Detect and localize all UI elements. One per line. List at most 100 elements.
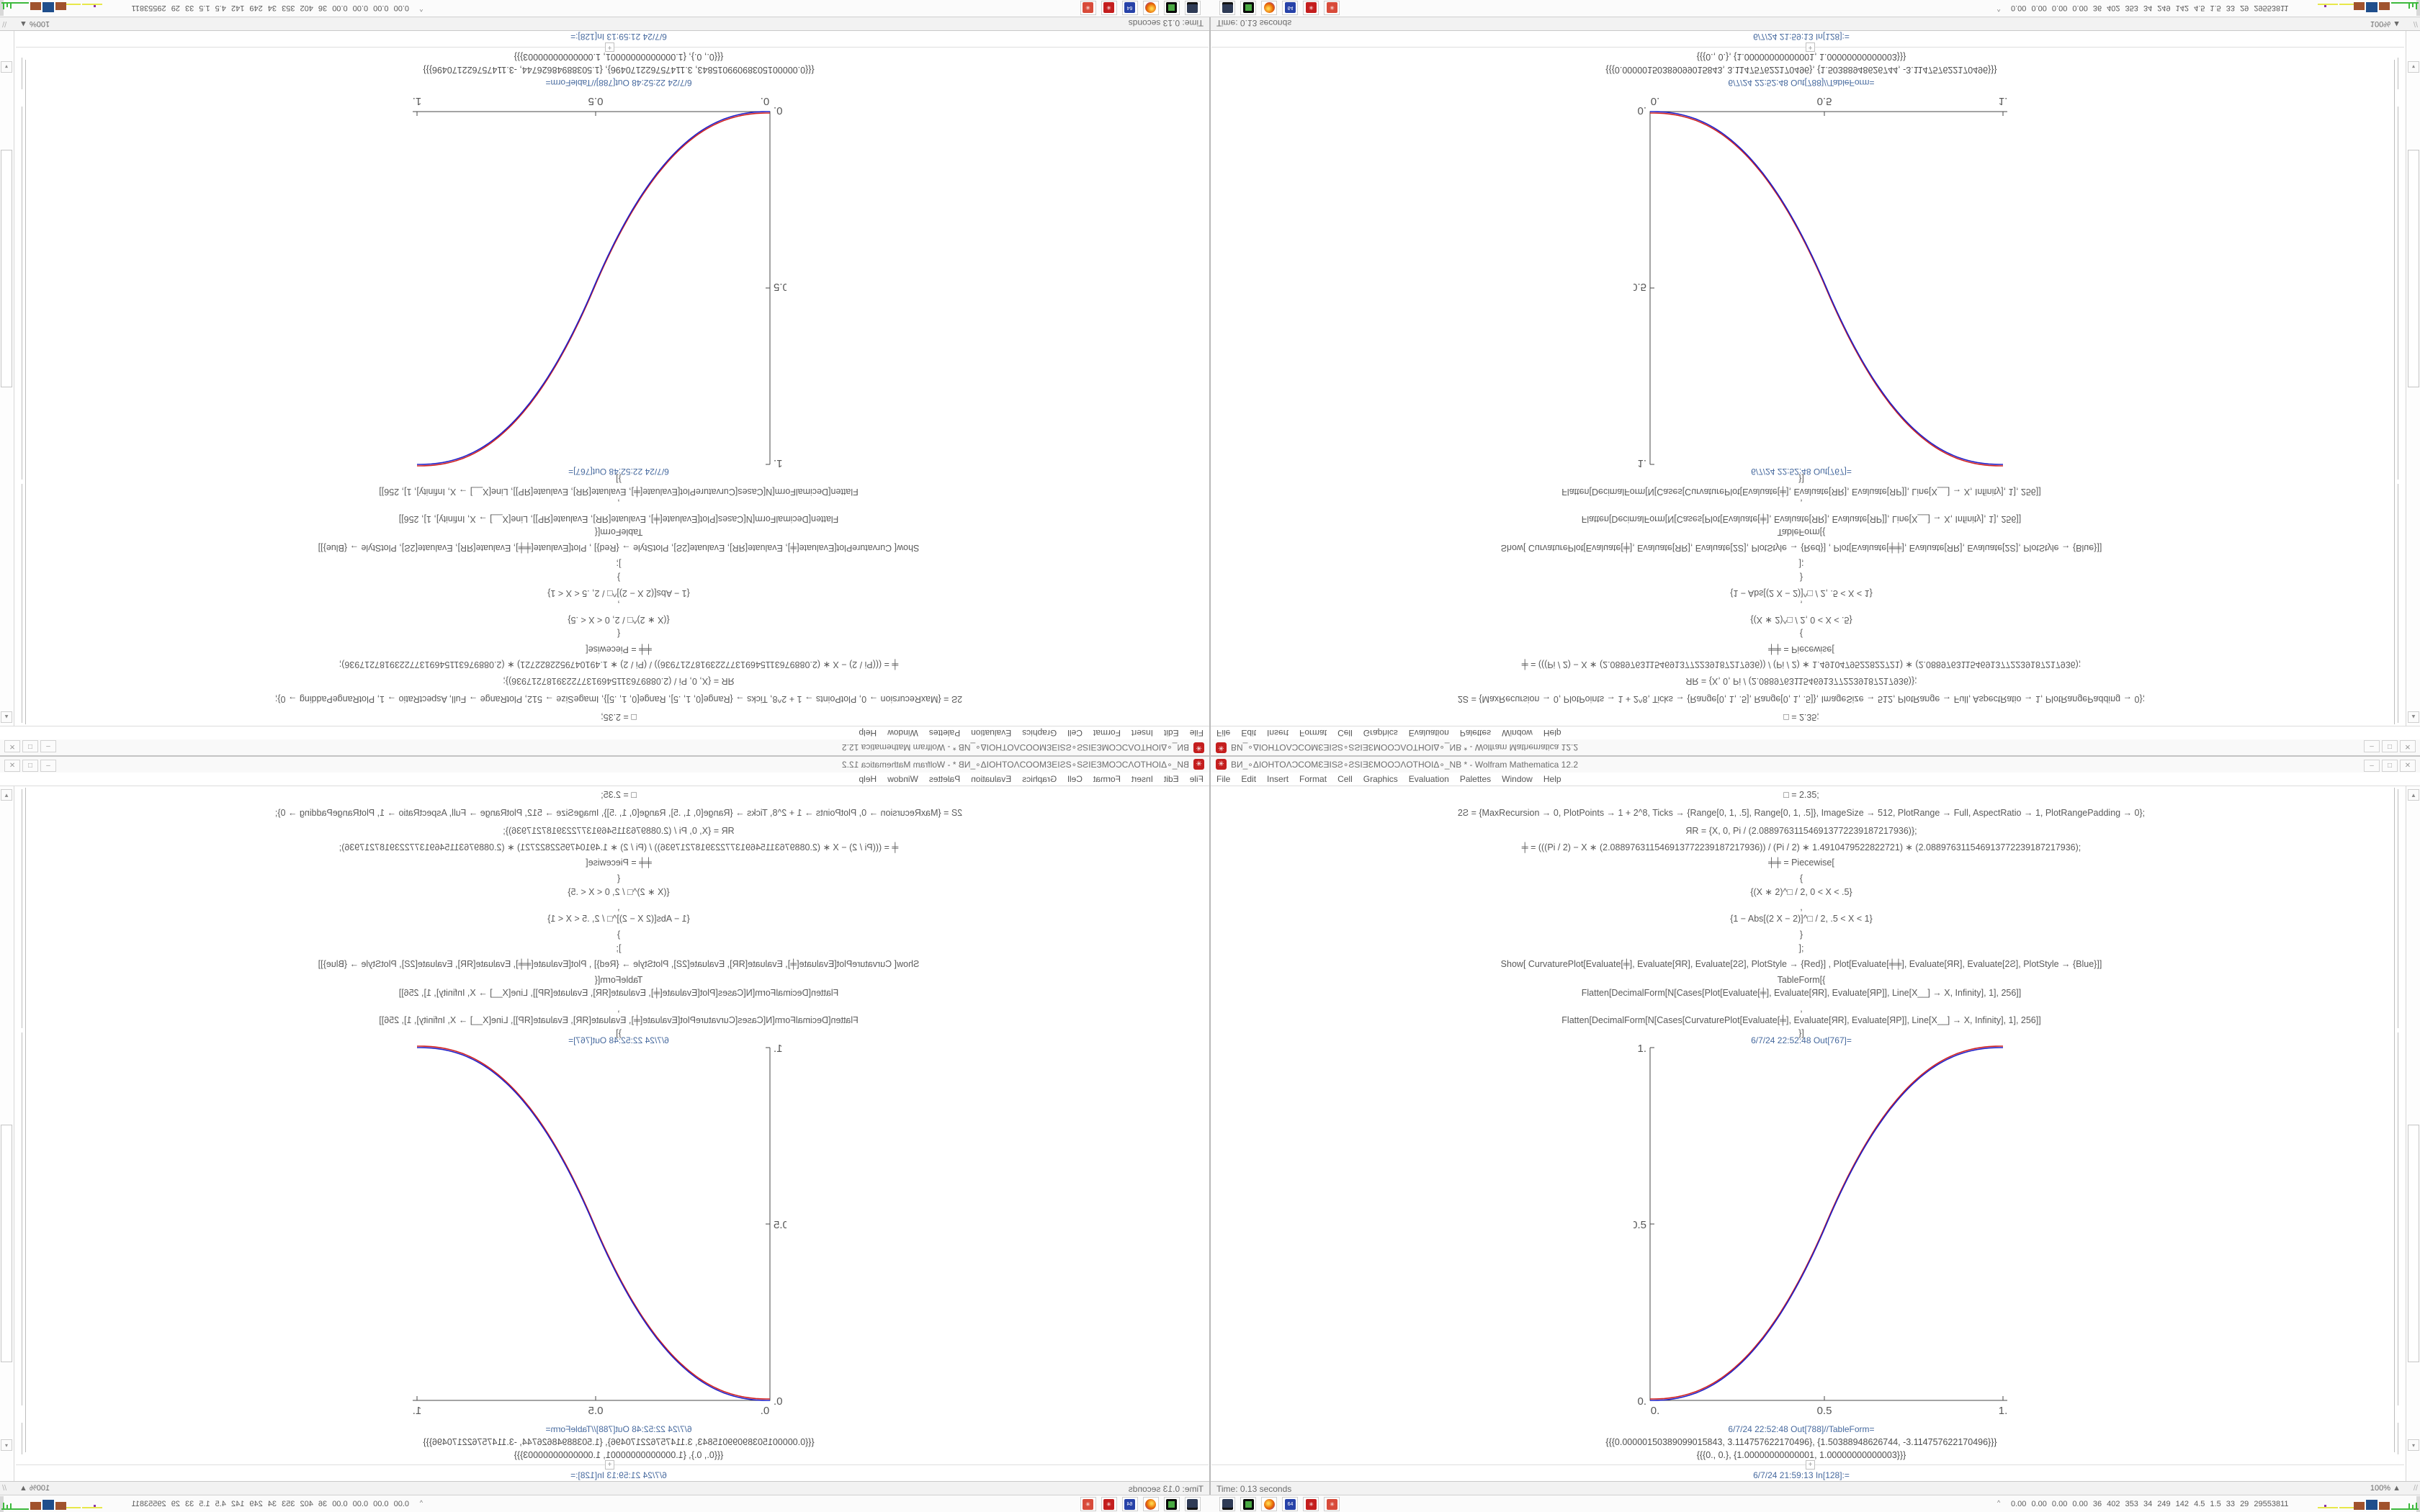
mathematica-alt-icon[interactable]: ✳ — [1080, 1, 1096, 15]
code-line[interactable]: ЯR = {X, 0, Pi / (2.08897631154691377223… — [503, 826, 735, 836]
window-titlebar[interactable]: ✳ ВИ_∘ΔIOHTOΛƆCOMƐƎIЅƧ∘ƧЅIƎƐMOOƆΛOTHOIΔ∘… — [1211, 739, 2420, 755]
code-line[interactable]: ЯR = {X, 0, Pi / (2.08897631154691377223… — [503, 676, 735, 686]
code-line[interactable]: ╪╪ = Piecewise[ — [586, 644, 652, 654]
zoom-up-icon[interactable]: ▲ — [19, 1484, 27, 1493]
code-line[interactable]: Show[ CurvaturePlot[Evaluate[╪], Evaluat… — [318, 543, 920, 553]
code-line[interactable]: Flatten[DecimalForm[N[Cases[Plot[Evaluat… — [1581, 988, 2022, 998]
code-line[interactable]: Show[ CurvaturePlot[Evaluate[╪], Evaluat… — [1500, 959, 2102, 969]
code-line[interactable]: ЯR = {X, 0, Pi / (2.08897631154691377223… — [1685, 676, 1917, 686]
scroll-down-icon[interactable]: ▾ — [1, 1439, 12, 1451]
zoom-up-icon[interactable]: ▲ — [2393, 19, 2401, 28]
package-manager-icon[interactable] — [1164, 1497, 1180, 1511]
code-line[interactable]: { — [1799, 629, 1803, 639]
code-line[interactable]: {(X ∗ 2)^□ / 2, 0 < X < .5} — [568, 615, 670, 625]
code-line[interactable]: { — [617, 629, 621, 639]
menu-item[interactable]: Window — [1502, 728, 1533, 738]
insert-cell-plus-icon[interactable]: + — [1806, 42, 1815, 52]
menu-item[interactable]: File — [1216, 728, 1231, 738]
menu-item[interactable]: Help — [1543, 728, 1561, 738]
vertical-scrollbar[interactable]: ▲ ▾ — [2406, 30, 2420, 726]
tray-expander-icon[interactable]: ^ — [1997, 6, 2001, 13]
menu-item[interactable]: File — [1189, 728, 1204, 738]
menu-item[interactable]: Window — [1502, 774, 1533, 784]
close-button[interactable]: ✕ — [2400, 760, 2416, 772]
insert-cell-plus-icon[interactable]: + — [605, 42, 614, 52]
code-line[interactable]: , — [1800, 498, 1803, 508]
firefox-icon[interactable] — [1261, 1, 1277, 15]
code-line[interactable]: TableForm[{ — [1777, 975, 1826, 985]
code-line[interactable]: } — [1799, 572, 1803, 582]
scroll-down-icon[interactable]: ▾ — [2408, 61, 2419, 73]
screenshot-tool-icon[interactable] — [1185, 1497, 1201, 1511]
window-titlebar[interactable]: ✳ ВИ_∘ΔIOHTOΛƆCOMƐƎIЅƧ∘ƧЅIƎƐMOOƆΛOTHOIΔ∘… — [1211, 757, 2420, 773]
magnification-control[interactable]: 100% ▲ — [19, 1484, 50, 1493]
code-line[interactable]: , — [1800, 600, 1803, 610]
menu-item[interactable]: Graphics — [1022, 728, 1057, 738]
code-line[interactable]: { — [617, 873, 621, 883]
package-manager-icon[interactable] — [1240, 1497, 1256, 1511]
close-button[interactable]: ✕ — [2400, 740, 2416, 752]
scrollbar-thumb[interactable] — [2408, 150, 2419, 387]
screenshot-tool-icon[interactable] — [1219, 1497, 1235, 1511]
menu-item[interactable]: Format — [1299, 728, 1327, 738]
code-line[interactable]: ╪ = (((Pi / 2) − X ∗ (2.0889763115469137… — [339, 660, 899, 670]
code-line[interactable]: TableForm[{ — [594, 527, 643, 537]
close-button[interactable]: ✕ — [4, 760, 20, 772]
menu-item[interactable]: Window — [887, 728, 918, 738]
code-line[interactable]: Show[ CurvaturePlot[Evaluate[╪], Evaluat… — [318, 959, 920, 969]
resize-grip[interactable]: // — [2, 1484, 7, 1493]
code-line[interactable]: {(X ∗ 2)^□ / 2, 0 < X < .5} — [1750, 887, 1852, 897]
code-line[interactable]: , — [617, 1004, 620, 1014]
vertical-scrollbar[interactable]: ▲ ▾ — [0, 786, 14, 1482]
maximize-button[interactable]: □ — [22, 760, 38, 772]
menu-item[interactable]: Palettes — [1459, 728, 1492, 738]
close-button[interactable]: ✕ — [4, 740, 20, 752]
resize-grip[interactable]: // — [2413, 19, 2418, 28]
cell-group-bracket[interactable] — [25, 788, 26, 1452]
maximize-button[interactable]: □ — [2382, 740, 2398, 752]
code-line[interactable]: {(X ∗ 2)^□ / 2, 0 < X < .5} — [1750, 615, 1852, 625]
code-line[interactable]: , — [617, 600, 620, 610]
window-titlebar[interactable]: ✳ ВИ_∘ΔIOHTOΛƆCOMƐƎIЅƧ∘ƧЅIƎƐMOOƆΛOTHOIΔ∘… — [0, 739, 1209, 755]
menu-item[interactable]: Graphics — [1022, 774, 1057, 784]
code-line[interactable]: { — [1799, 873, 1803, 883]
vertical-scrollbar[interactable]: ▲ ▾ — [0, 30, 14, 726]
cell-group-bracket[interactable] — [2394, 60, 2395, 724]
code-line[interactable]: ЯR = {X, 0, Pi / (2.08897631154691377223… — [1685, 826, 1917, 836]
magnification-control[interactable]: 100% ▲ — [19, 19, 50, 28]
menu-item[interactable]: Help — [859, 728, 877, 738]
menu-item[interactable]: Insert — [1267, 774, 1289, 784]
code-line[interactable]: Flatten[DecimalForm[N[Cases[CurvaturePlo… — [379, 487, 859, 497]
code-line[interactable]: } — [617, 930, 621, 940]
code-line[interactable]: Flatten[DecimalForm[N[Cases[CurvaturePlo… — [379, 1015, 859, 1025]
package-manager-icon[interactable] — [1240, 1, 1256, 15]
code-line[interactable]: 2Ƨ = {MaxRecursion → 0, PlotPoints → 1 +… — [1457, 694, 2146, 704]
menu-item[interactable]: Insert — [1131, 774, 1153, 784]
menu-item[interactable]: File — [1216, 774, 1231, 784]
code-line[interactable]: □ = 2.35; — [601, 790, 637, 800]
minimize-button[interactable]: – — [2364, 760, 2380, 772]
scroll-up-icon[interactable]: ▲ — [1, 711, 12, 723]
code-line[interactable]: □ = 2.35; — [1783, 712, 1819, 722]
vertical-scrollbar[interactable]: ▲ ▾ — [2406, 786, 2420, 1482]
menu-item[interactable]: Edit — [1163, 728, 1179, 738]
tray-expander-icon[interactable]: ^ — [1997, 1499, 2001, 1506]
code-line[interactable]: TableForm[{ — [1777, 527, 1826, 537]
screenshot-tool-icon[interactable] — [1185, 1, 1201, 15]
code-line[interactable]: 2Ƨ = {MaxRecursion → 0, PlotPoints → 1 +… — [274, 694, 963, 704]
notebook-content[interactable]: □ = 2.35; 2Ƨ = {MaxRecursion → 0, PlotPoi… — [0, 30, 1209, 726]
tray-expander-icon[interactable]: ^ — [419, 6, 423, 13]
minimize-button[interactable]: – — [40, 760, 56, 772]
insert-cell-plus-icon[interactable]: + — [605, 1460, 614, 1470]
menu-item[interactable]: Cell — [1337, 728, 1353, 738]
menu-item[interactable]: Edit — [1241, 728, 1257, 738]
floppy64-icon[interactable]: 64 — [1122, 1497, 1138, 1511]
firefox-icon[interactable] — [1143, 1497, 1159, 1511]
scroll-up-icon[interactable]: ▲ — [1, 789, 12, 801]
code-line[interactable]: 2Ƨ = {MaxRecursion → 0, PlotPoints → 1 +… — [1457, 808, 2146, 818]
code-line[interactable]: Flatten[DecimalForm[N[Cases[Plot[Evaluat… — [398, 988, 839, 998]
magnification-control[interactable]: 100% ▲ — [2370, 19, 2401, 28]
menu-item[interactable]: Edit — [1241, 774, 1257, 784]
mathematica-alt-icon[interactable]: ✳ — [1324, 1497, 1340, 1511]
code-line[interactable]: {1 − Abs[(2 X − 2)]^□ / 2, .5 < X < 1} — [1730, 588, 1873, 598]
